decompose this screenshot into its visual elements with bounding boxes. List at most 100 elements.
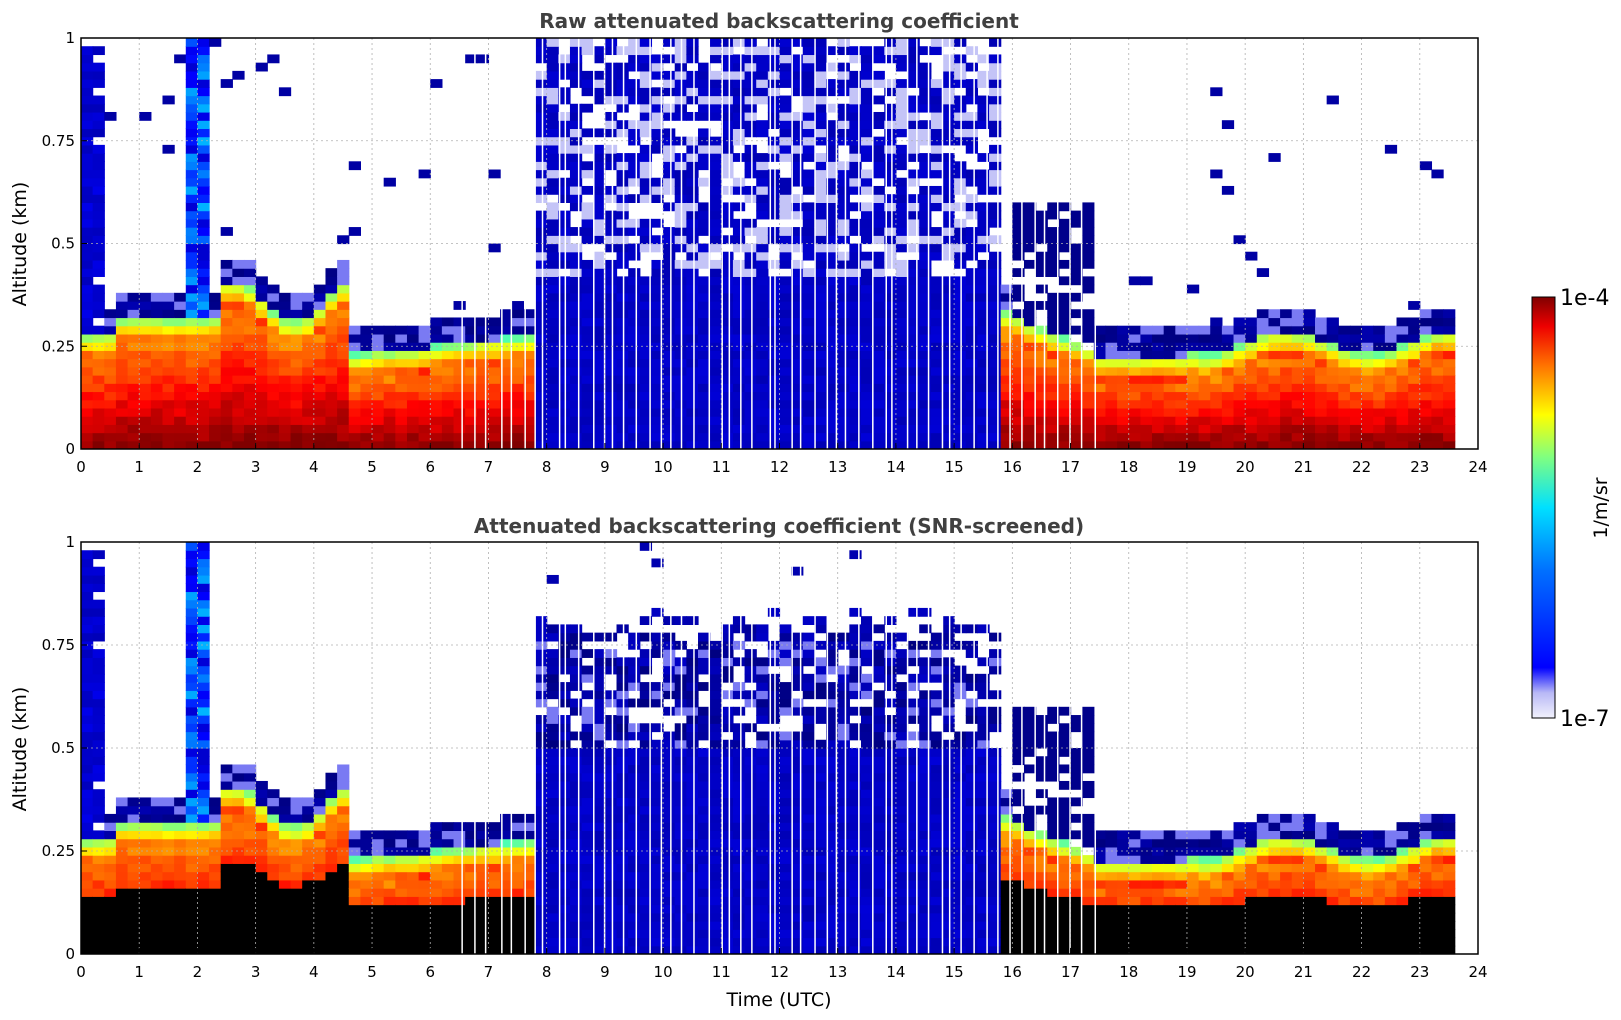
heatmap-cell <box>139 921 152 930</box>
heatmap-cell <box>162 929 175 939</box>
heatmap-cell <box>1117 391 1130 401</box>
heatmap-cell <box>290 391 303 401</box>
heatmap-cell <box>348 432 361 442</box>
heatmap-cell <box>1373 383 1386 393</box>
heatmap-cell <box>814 309 827 319</box>
heatmap-cell <box>290 317 303 327</box>
heatmap-cell <box>453 912 466 922</box>
heatmap-cell <box>81 797 94 807</box>
heatmap-cell <box>383 416 396 425</box>
heatmap-cell <box>1152 440 1165 449</box>
heatmap-cell <box>779 432 792 442</box>
heatmap-cell <box>209 424 222 434</box>
heatmap-cell <box>604 904 618 914</box>
heatmap-cell <box>1280 333 1293 343</box>
heatmap-cell <box>185 407 199 417</box>
heatmap-cell <box>826 243 839 253</box>
heatmap-cell <box>581 912 594 922</box>
heatmap-cell <box>569 871 583 881</box>
heatmap-cell <box>197 813 210 823</box>
heatmap-cell <box>1338 375 1351 384</box>
heatmap-cell <box>267 896 280 906</box>
heatmap-cell <box>441 375 455 384</box>
heatmap-cell <box>278 838 292 848</box>
heatmap-cell <box>930 432 944 442</box>
heatmap-cell <box>663 657 676 667</box>
heatmap-cell <box>849 358 862 368</box>
heatmap-cell <box>709 904 722 914</box>
heatmap-cell <box>197 416 210 425</box>
heatmap-cell <box>139 301 152 310</box>
heatmap-cell <box>1047 416 1060 425</box>
heatmap-cell <box>721 153 734 162</box>
heatmap-cell <box>791 128 804 138</box>
heatmap-cell <box>1058 333 1072 343</box>
heatmap-cell <box>1291 432 1304 442</box>
heatmap-cell <box>965 251 979 261</box>
heatmap-cell <box>476 937 490 947</box>
heatmap-cell <box>418 879 431 889</box>
heatmap-cell <box>511 407 524 417</box>
heatmap-cell <box>663 169 676 179</box>
heatmap-cell <box>337 871 350 881</box>
heatmap-cell <box>337 822 350 831</box>
heatmap-cell <box>965 128 979 138</box>
heatmap-cell <box>942 317 955 327</box>
heatmap-cell <box>616 706 629 716</box>
heatmap-cell <box>744 251 757 261</box>
heatmap-cell <box>267 797 280 807</box>
heatmap-cell <box>290 838 303 848</box>
heatmap-cell <box>663 945 676 954</box>
heatmap-cell <box>1023 350 1037 360</box>
heatmap-cell <box>372 440 385 449</box>
heatmap-cell <box>907 317 920 327</box>
heatmap-cell <box>383 366 396 376</box>
heatmap-cell <box>849 350 862 360</box>
heatmap-cell <box>1245 333 1258 343</box>
heatmap-cell <box>744 896 757 906</box>
heatmap-cell <box>837 416 850 425</box>
heatmap-cell <box>535 38 548 47</box>
heatmap-cell <box>756 383 769 393</box>
heatmap-cell <box>360 333 373 343</box>
heatmap-cell <box>348 407 361 417</box>
heatmap-cell <box>721 838 734 848</box>
heatmap-cell <box>651 432 664 442</box>
heatmap-cell <box>500 921 513 930</box>
heatmap-cell <box>884 79 897 88</box>
heatmap-cell <box>558 945 571 954</box>
heatmap-cell <box>569 268 583 277</box>
heatmap-cell <box>1361 440 1374 449</box>
heatmap-cell <box>1117 424 1130 434</box>
heatmap-cell <box>569 921 583 930</box>
heatmap-cell <box>92 748 105 757</box>
heatmap-cell <box>698 822 711 831</box>
heatmap-cell <box>721 855 734 864</box>
heatmap-cell <box>220 888 233 897</box>
heatmap-cell <box>569 624 583 634</box>
heatmap-cell <box>255 888 268 897</box>
heatmap-cell <box>337 259 350 269</box>
heatmap-cell <box>698 888 711 897</box>
heatmap-cell <box>92 879 105 889</box>
heatmap-cell <box>709 805 722 815</box>
heatmap-cell <box>581 333 594 343</box>
heatmap-cell <box>884 399 897 409</box>
heatmap-cell <box>709 292 722 302</box>
heatmap-cell <box>698 863 711 873</box>
heatmap-cell <box>849 202 862 212</box>
heatmap-cell <box>965 424 979 434</box>
heatmap-cell <box>383 945 396 954</box>
heatmap-cell <box>849 440 862 449</box>
heatmap-cell <box>1326 424 1339 434</box>
heatmap-cell <box>139 805 152 815</box>
heatmap-cell <box>698 325 711 335</box>
heatmap-cell <box>977 177 990 187</box>
heatmap-cell <box>337 292 350 302</box>
heatmap-cell <box>686 366 699 376</box>
heatmap-cell <box>744 70 757 80</box>
heatmap-cell <box>150 945 164 954</box>
heatmap-cell <box>302 391 315 401</box>
heatmap-cell <box>232 407 245 417</box>
heatmap-cell <box>965 210 979 220</box>
